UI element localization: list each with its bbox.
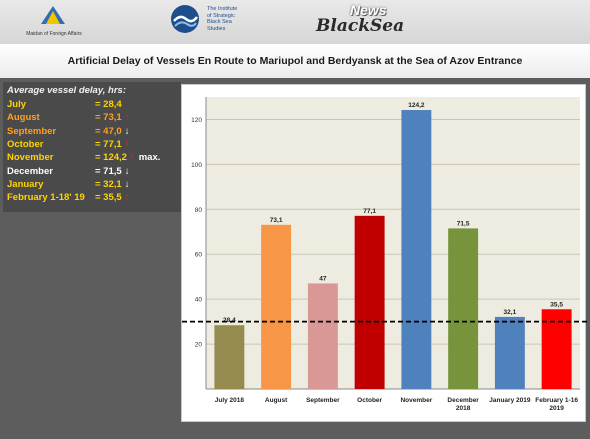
info-value: = 32,1 bbox=[95, 178, 122, 190]
isbss-line: Studies bbox=[207, 25, 226, 32]
info-value: = 71,5 bbox=[95, 165, 122, 177]
info-row: July = 28,4 bbox=[7, 98, 177, 111]
info-month: January bbox=[7, 178, 44, 190]
arrow-down-icon: ↓ bbox=[124, 125, 130, 137]
info-month: October bbox=[7, 139, 44, 151]
x-tick-label: December bbox=[447, 397, 479, 404]
info-value: = 73,1 bbox=[95, 112, 122, 124]
arrow-up-icon: ↑ bbox=[124, 192, 130, 204]
news-word: News bbox=[350, 2, 387, 18]
bar bbox=[354, 215, 385, 389]
x-tick-label: September bbox=[306, 397, 340, 404]
mfa-logo-caption: Maidan of Foreign Affairs bbox=[26, 31, 82, 37]
info-row: September = 47,0 ↓ bbox=[7, 125, 177, 138]
isbss-line: The Institute bbox=[207, 6, 238, 12]
info-month: November bbox=[7, 152, 54, 164]
info-row: January = 32,1 ↓ bbox=[7, 178, 177, 191]
info-month: February 1-18' 19 bbox=[7, 192, 85, 204]
y-tick-label: 60 bbox=[195, 252, 203, 259]
title-band: Artificial Delay of Vessels En Route to … bbox=[0, 44, 590, 78]
isbss-line: of Strategic bbox=[207, 12, 235, 19]
info-value: = 35,5 bbox=[95, 192, 122, 204]
header-band: Maidan of Foreign Affairs The Institute … bbox=[0, 0, 590, 44]
info-row: February 1-18' 19 = 35,5 ↑ bbox=[7, 191, 177, 204]
y-tick-label: 100 bbox=[191, 162, 202, 169]
info-rows: July = 28,4 August = 73,1 ↑ September = 47,0 ↓ O… bbox=[7, 98, 177, 204]
chart-title: Artificial Delay of Vessels En Route to … bbox=[67, 55, 523, 67]
bar-chart: 20 40 60 80 100 120 28,4 July 2018 73,1 August 47 S… bbox=[182, 97, 587, 412]
data-label: 124,2 bbox=[408, 102, 425, 109]
info-month: December bbox=[7, 165, 53, 177]
arrow-down-icon: ↓ bbox=[124, 165, 130, 177]
info-value: = 47,0 bbox=[95, 125, 122, 137]
info-month: July bbox=[7, 99, 27, 111]
x-tick-label: January 2019 bbox=[489, 397, 531, 404]
x-tick-label: February 1-16 bbox=[535, 397, 578, 404]
bar bbox=[401, 110, 432, 389]
bar bbox=[261, 224, 292, 389]
isbss-logo: The Institute of Strategic Black Sea Stu… bbox=[170, 4, 270, 38]
blacksea-news-logo: News BlackSea bbox=[316, 2, 406, 40]
y-tick-label: 40 bbox=[195, 297, 203, 304]
bar bbox=[307, 283, 338, 389]
arrow-up-icon: ↑ bbox=[129, 152, 135, 164]
data-label: 28,4 bbox=[223, 317, 236, 324]
bar bbox=[541, 309, 572, 389]
data-label: 73,1 bbox=[270, 217, 283, 224]
arrow-up-icon: ↑ bbox=[124, 112, 130, 124]
data-label: 47 bbox=[319, 275, 327, 282]
data-label: 77,1 bbox=[363, 208, 376, 215]
bar bbox=[448, 228, 479, 389]
info-note: max. bbox=[138, 152, 161, 164]
x-tick-label: November bbox=[400, 397, 432, 404]
chart-area: 20 40 60 80 100 120 28,4 July 2018 73,1 August 47 S… bbox=[181, 84, 587, 422]
y-tick-label: 80 bbox=[195, 207, 203, 214]
arrow-up-icon: ↑ bbox=[124, 139, 130, 151]
bar bbox=[494, 316, 525, 389]
mfa-logo-icon bbox=[41, 6, 65, 24]
isbss-logo-text: The Institute of Strategic Black Sea Stu… bbox=[207, 6, 269, 32]
x-tick-label: July 2018 bbox=[215, 397, 245, 404]
blacksea-word: BlackSea bbox=[316, 16, 405, 36]
data-label: 35,5 bbox=[550, 301, 563, 308]
bar bbox=[214, 325, 245, 389]
info-heading: Average vessel delay, hrs: bbox=[7, 85, 126, 96]
x-tick-label: 2018 bbox=[456, 405, 471, 412]
info-row: August = 73,1 ↑ bbox=[7, 111, 177, 124]
y-tick-label: 20 bbox=[195, 342, 203, 349]
info-row: October = 77,1 ↑ bbox=[7, 138, 177, 151]
info-value: = 124,2 bbox=[95, 152, 127, 164]
x-tick-label: 2019 bbox=[549, 405, 564, 412]
x-tick-label: October bbox=[357, 397, 382, 404]
info-value: = 77,1 bbox=[95, 139, 122, 151]
info-month: September bbox=[7, 125, 57, 137]
x-tick-label: August bbox=[265, 397, 288, 404]
arrow-down-icon: ↓ bbox=[124, 178, 130, 190]
data-label: 32,1 bbox=[504, 309, 517, 316]
data-label: 71,5 bbox=[457, 220, 470, 227]
mfa-logo: Maidan of Foreign Affairs bbox=[14, 3, 94, 41]
info-value: = 28,4 bbox=[95, 99, 122, 111]
y-tick-label: 120 bbox=[191, 117, 202, 124]
info-row: November = 124,2 ↑ max. bbox=[7, 151, 177, 164]
info-row: December = 71,5 ↓ bbox=[7, 164, 177, 177]
isbss-line: Black Sea bbox=[207, 19, 232, 25]
info-month: August bbox=[7, 112, 40, 124]
delay-info-panel: Average vessel delay, hrs: July = 28,4 Aug… bbox=[3, 82, 181, 212]
isbss-logo-icon bbox=[171, 5, 199, 33]
